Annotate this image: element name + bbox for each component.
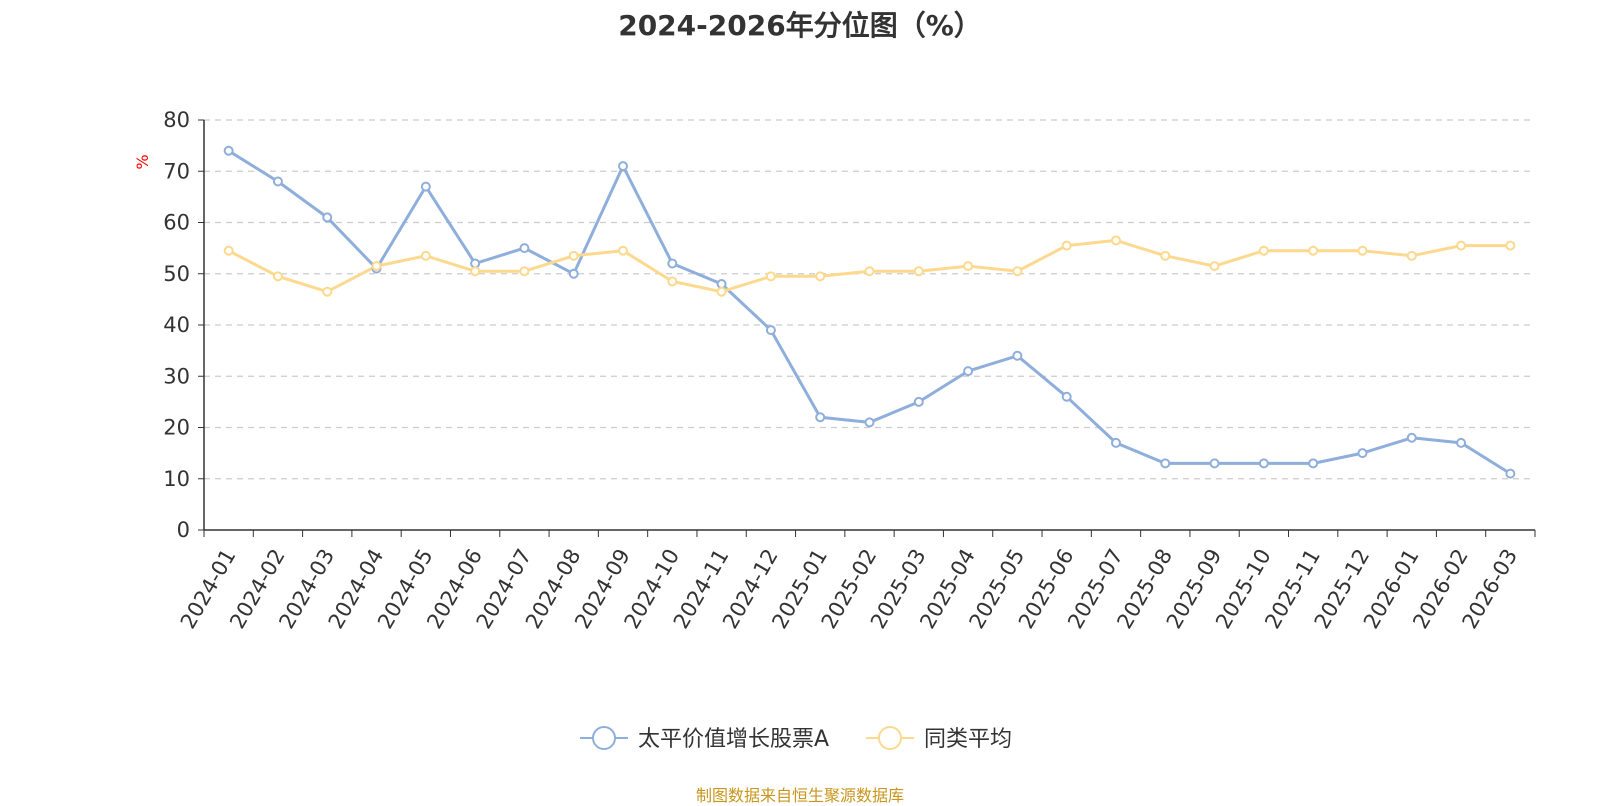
y-tick-label: 40 [163, 313, 190, 337]
data-point-series-0 [1110, 437, 1121, 448]
y-tick-label: 80 [163, 108, 190, 132]
data-point-series-1 [1160, 250, 1171, 261]
data-point-series-1 [322, 286, 333, 297]
data-point-series-1 [371, 261, 382, 272]
data-point-series-1 [1110, 235, 1121, 246]
series-line-1 [227, 238, 1511, 294]
data-point-series-1 [1012, 266, 1023, 277]
data-point-series-1 [1308, 245, 1319, 256]
data-point-series-0 [765, 325, 776, 336]
data-point-series-1 [470, 266, 481, 277]
data-point-series-0 [519, 243, 530, 254]
legend-swatch-marker-0 [592, 726, 616, 750]
data-point-series-1 [815, 271, 826, 282]
data-point-series-0 [1357, 448, 1368, 459]
data-point-series-1 [1258, 245, 1269, 256]
data-point-series-0 [272, 176, 283, 187]
y-tick-label: 30 [163, 364, 190, 388]
data-point-series-0 [963, 366, 974, 377]
data-point-series-1 [519, 266, 530, 277]
y-tick-label: 50 [163, 262, 190, 286]
data-point-series-1 [963, 261, 974, 272]
legend-label-1: 同类平均 [924, 727, 1012, 752]
data-point-series-1 [765, 271, 776, 282]
data-point-series-0 [1505, 468, 1516, 479]
data-point-series-1 [568, 250, 579, 261]
data-point-series-1 [618, 245, 629, 256]
data-point-series-1 [1357, 245, 1368, 256]
data-point-series-0 [1406, 432, 1417, 443]
data-point-series-0 [1258, 458, 1269, 469]
data-point-series-1 [864, 266, 875, 277]
data-point-series-1 [1061, 240, 1072, 251]
data-point-series-1 [1406, 250, 1417, 261]
data-point-series-1 [1505, 240, 1516, 251]
data-point-series-1 [223, 245, 234, 256]
y-tick-label: 20 [163, 416, 190, 440]
y-axis-label: % [133, 154, 152, 169]
data-point-series-0 [815, 412, 826, 423]
data-point-series-0 [1209, 458, 1220, 469]
data-point-series-0 [1308, 458, 1319, 469]
data-point-series-1 [1209, 261, 1220, 272]
data-point-series-0 [568, 268, 579, 279]
y-tick-label: 70 [163, 159, 190, 183]
data-point-series-0 [864, 417, 875, 428]
source-note: 制图数据来自恒生聚源数据库 [695, 786, 904, 805]
data-point-series-1 [913, 266, 924, 277]
legend-swatch-marker-1 [878, 726, 902, 750]
data-point-series-0 [1456, 437, 1467, 448]
data-point-series-0 [913, 396, 924, 407]
y-tick-label: 10 [163, 467, 190, 491]
data-point-series-1 [272, 271, 283, 282]
data-point-series-0 [223, 145, 234, 156]
legend-label-0: 太平价值增长股票A [638, 727, 829, 752]
y-tick-label: 0 [177, 518, 190, 542]
data-point-series-0 [322, 212, 333, 223]
data-point-series-0 [1160, 458, 1171, 469]
data-point-series-1 [716, 286, 727, 297]
data-point-series-0 [1061, 391, 1072, 402]
data-point-series-1 [667, 276, 678, 287]
series-layer [223, 145, 1516, 479]
data-point-series-0 [420, 181, 431, 192]
chart-title: 2024-2026年分位图（%） [618, 9, 982, 42]
data-point-series-1 [1456, 240, 1467, 251]
axis-layer: 01020304050607080%2024-012024-022024-032… [133, 108, 1536, 633]
data-point-series-1 [420, 250, 431, 261]
data-point-series-0 [1012, 350, 1023, 361]
data-point-series-0 [667, 258, 678, 269]
data-point-series-0 [618, 161, 629, 172]
legend: 太平价值增长股票A 同类平均 [580, 726, 1012, 752]
y-tick-label: 60 [163, 211, 190, 235]
